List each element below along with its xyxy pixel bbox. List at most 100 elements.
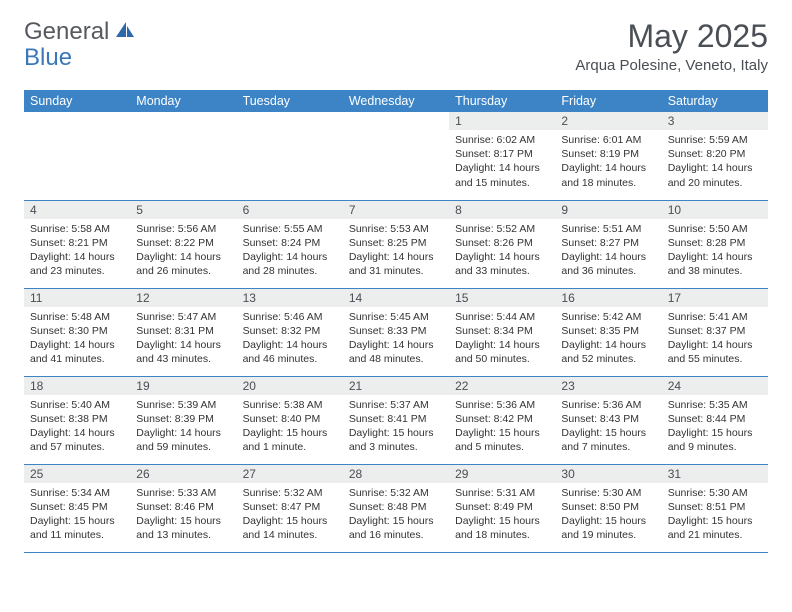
calendar-day-cell: 22Sunrise: 5:36 AMSunset: 8:42 PMDayligh… [449,376,555,464]
day-details: Sunrise: 5:41 AMSunset: 8:37 PMDaylight:… [662,307,768,370]
day-number: 15 [449,289,555,307]
calendar-day-cell [237,112,343,200]
calendar-day-cell: 16Sunrise: 5:42 AMSunset: 8:35 PMDayligh… [555,288,661,376]
day-details: Sunrise: 5:30 AMSunset: 8:51 PMDaylight:… [662,483,768,546]
calendar-day-cell [343,112,449,200]
day-details: Sunrise: 6:02 AMSunset: 8:17 PMDaylight:… [449,130,555,193]
calendar-day-cell: 26Sunrise: 5:33 AMSunset: 8:46 PMDayligh… [130,464,236,552]
calendar-day-cell: 11Sunrise: 5:48 AMSunset: 8:30 PMDayligh… [24,288,130,376]
calendar-week-row: 18Sunrise: 5:40 AMSunset: 8:38 PMDayligh… [24,376,768,464]
calendar-day-cell: 21Sunrise: 5:37 AMSunset: 8:41 PMDayligh… [343,376,449,464]
day-details: Sunrise: 5:42 AMSunset: 8:35 PMDaylight:… [555,307,661,370]
day-details: Sunrise: 5:38 AMSunset: 8:40 PMDaylight:… [237,395,343,458]
calendar-day-cell: 24Sunrise: 5:35 AMSunset: 8:44 PMDayligh… [662,376,768,464]
day-number: 9 [555,201,661,219]
day-details: Sunrise: 5:50 AMSunset: 8:28 PMDaylight:… [662,219,768,282]
day-details: Sunrise: 5:53 AMSunset: 8:25 PMDaylight:… [343,219,449,282]
day-details: Sunrise: 5:46 AMSunset: 8:32 PMDaylight:… [237,307,343,370]
day-number: 17 [662,289,768,307]
day-details: Sunrise: 5:58 AMSunset: 8:21 PMDaylight:… [24,219,130,282]
day-details: Sunrise: 5:32 AMSunset: 8:47 PMDaylight:… [237,483,343,546]
day-number: 31 [662,465,768,483]
day-details: Sunrise: 5:48 AMSunset: 8:30 PMDaylight:… [24,307,130,370]
day-number: 6 [237,201,343,219]
day-number: 16 [555,289,661,307]
day-details: Sunrise: 5:35 AMSunset: 8:44 PMDaylight:… [662,395,768,458]
calendar-day-cell: 8Sunrise: 5:52 AMSunset: 8:26 PMDaylight… [449,200,555,288]
day-details: Sunrise: 5:36 AMSunset: 8:43 PMDaylight:… [555,395,661,458]
day-details: Sunrise: 5:39 AMSunset: 8:39 PMDaylight:… [130,395,236,458]
day-details: Sunrise: 5:51 AMSunset: 8:27 PMDaylight:… [555,219,661,282]
calendar-day-cell: 5Sunrise: 5:56 AMSunset: 8:22 PMDaylight… [130,200,236,288]
day-details: Sunrise: 5:34 AMSunset: 8:45 PMDaylight:… [24,483,130,546]
day-details: Sunrise: 5:31 AMSunset: 8:49 PMDaylight:… [449,483,555,546]
day-details: Sunrise: 5:47 AMSunset: 8:31 PMDaylight:… [130,307,236,370]
calendar-page: General May 2025 Arqua Polesine, Veneto,… [0,0,792,573]
calendar-day-cell: 18Sunrise: 5:40 AMSunset: 8:38 PMDayligh… [24,376,130,464]
day-details: Sunrise: 5:33 AMSunset: 8:46 PMDaylight:… [130,483,236,546]
logo-text-general: General [24,18,109,46]
calendar-day-cell: 17Sunrise: 5:41 AMSunset: 8:37 PMDayligh… [662,288,768,376]
day-number: 30 [555,465,661,483]
day-details: Sunrise: 5:52 AMSunset: 8:26 PMDaylight:… [449,219,555,282]
weekday-header: Thursday [449,90,555,112]
day-details: Sunrise: 5:30 AMSunset: 8:50 PMDaylight:… [555,483,661,546]
weekday-header: Tuesday [237,90,343,112]
day-number: 23 [555,377,661,395]
calendar-day-cell: 13Sunrise: 5:46 AMSunset: 8:32 PMDayligh… [237,288,343,376]
day-number: 18 [24,377,130,395]
day-number: 7 [343,201,449,219]
weekday-header: Wednesday [343,90,449,112]
calendar-day-cell: 27Sunrise: 5:32 AMSunset: 8:47 PMDayligh… [237,464,343,552]
logo-blue-wrap: Blue [24,44,72,72]
day-number: 14 [343,289,449,307]
calendar-week-row: 4Sunrise: 5:58 AMSunset: 8:21 PMDaylight… [24,200,768,288]
calendar-day-cell: 1Sunrise: 6:02 AMSunset: 8:17 PMDaylight… [449,112,555,200]
day-number: 3 [662,112,768,130]
weekday-header: Saturday [662,90,768,112]
calendar-day-cell: 7Sunrise: 5:53 AMSunset: 8:25 PMDaylight… [343,200,449,288]
calendar-day-cell: 6Sunrise: 5:55 AMSunset: 8:24 PMDaylight… [237,200,343,288]
day-number: 8 [449,201,555,219]
day-details: Sunrise: 5:40 AMSunset: 8:38 PMDaylight:… [24,395,130,458]
calendar-day-cell: 25Sunrise: 5:34 AMSunset: 8:45 PMDayligh… [24,464,130,552]
day-number: 13 [237,289,343,307]
calendar-day-cell [24,112,130,200]
calendar-day-cell [130,112,236,200]
calendar-table: SundayMondayTuesdayWednesdayThursdayFrid… [24,90,768,553]
day-number: 27 [237,465,343,483]
calendar-day-cell: 10Sunrise: 5:50 AMSunset: 8:28 PMDayligh… [662,200,768,288]
calendar-week-row: 1Sunrise: 6:02 AMSunset: 8:17 PMDaylight… [24,112,768,200]
calendar-day-cell: 4Sunrise: 5:58 AMSunset: 8:21 PMDaylight… [24,200,130,288]
page-header: General May 2025 Arqua Polesine, Veneto,… [24,18,768,74]
logo-sail-icon [113,20,135,45]
calendar-week-row: 11Sunrise: 5:48 AMSunset: 8:30 PMDayligh… [24,288,768,376]
weekday-header: Monday [130,90,236,112]
day-number: 22 [449,377,555,395]
day-details: Sunrise: 5:44 AMSunset: 8:34 PMDaylight:… [449,307,555,370]
day-details: Sunrise: 5:32 AMSunset: 8:48 PMDaylight:… [343,483,449,546]
calendar-day-cell: 29Sunrise: 5:31 AMSunset: 8:49 PMDayligh… [449,464,555,552]
day-number: 20 [237,377,343,395]
logo-text-blue: Blue [24,44,72,71]
location-text: Arqua Polesine, Veneto, Italy [575,57,768,74]
day-number: 1 [449,112,555,130]
day-number: 26 [130,465,236,483]
title-block: May 2025 Arqua Polesine, Veneto, Italy [575,18,768,74]
day-number: 5 [130,201,236,219]
calendar-day-cell: 20Sunrise: 5:38 AMSunset: 8:40 PMDayligh… [237,376,343,464]
day-number: 2 [555,112,661,130]
day-details: Sunrise: 5:37 AMSunset: 8:41 PMDaylight:… [343,395,449,458]
day-number: 29 [449,465,555,483]
calendar-day-cell: 12Sunrise: 5:47 AMSunset: 8:31 PMDayligh… [130,288,236,376]
calendar-week-row: 25Sunrise: 5:34 AMSunset: 8:45 PMDayligh… [24,464,768,552]
day-number: 21 [343,377,449,395]
day-details: Sunrise: 6:01 AMSunset: 8:19 PMDaylight:… [555,130,661,193]
brand-logo: General [24,18,137,46]
day-number: 24 [662,377,768,395]
calendar-day-cell: 23Sunrise: 5:36 AMSunset: 8:43 PMDayligh… [555,376,661,464]
month-title: May 2025 [575,18,768,55]
calendar-body: 1Sunrise: 6:02 AMSunset: 8:17 PMDaylight… [24,112,768,552]
day-number: 11 [24,289,130,307]
day-number: 12 [130,289,236,307]
